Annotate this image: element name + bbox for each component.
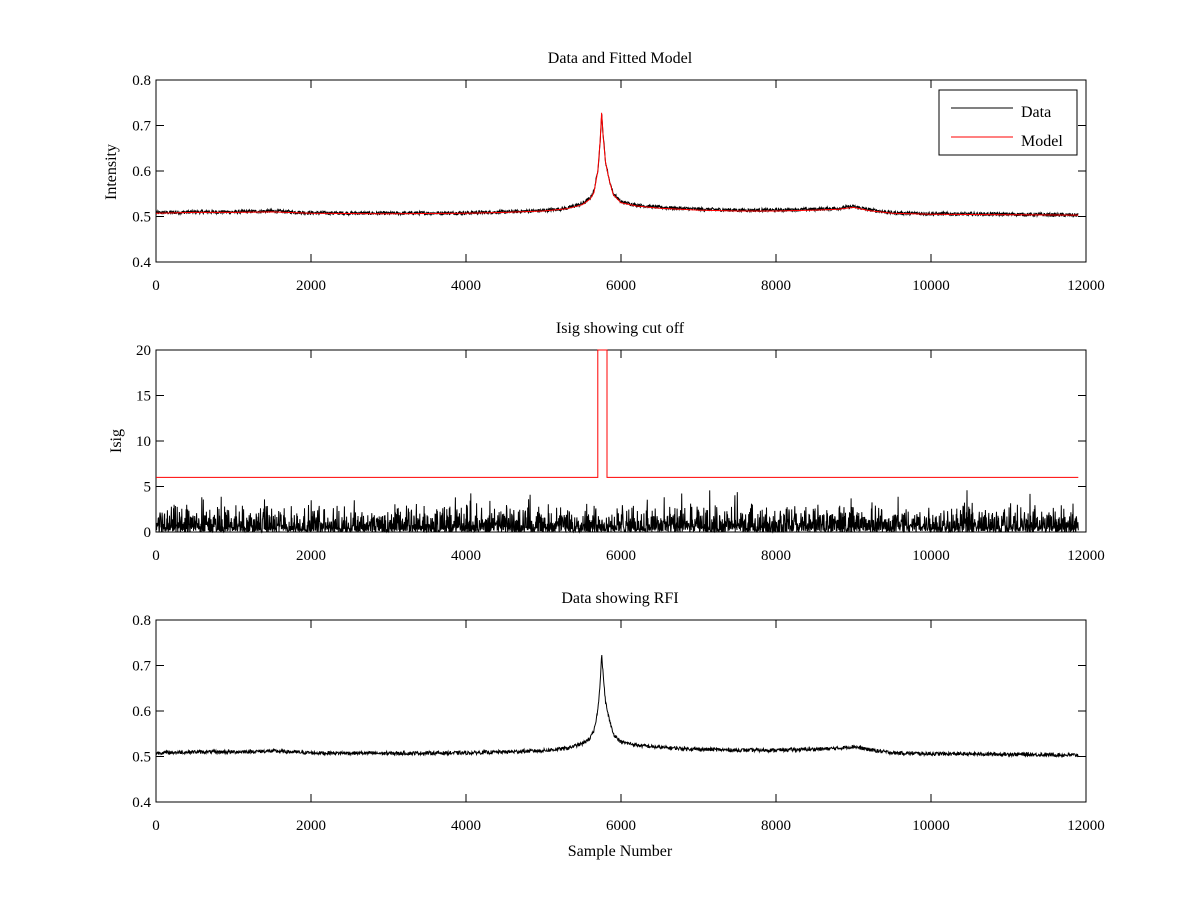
y-tick-label: 0.6 [132,704,151,720]
panel-2-ticks: 0 2000 4000 6000 8000 10000 12000 0 5 10 15 20 [136,343,1105,564]
y-tick-label: 0.4 [132,795,151,811]
x-tick-label: 0 [152,548,160,564]
y-tick-label: 0.7 [132,119,151,135]
legend-label-model: Model [1021,133,1063,150]
y-tick-label: 15 [136,389,151,405]
y-tick-label: 0.8 [132,73,151,89]
x-tick-label: 12000 [1067,818,1105,834]
x-tick-label: 10000 [912,818,950,834]
x-tick-label: 6000 [606,818,636,834]
series-line-data [155,654,1079,759]
panel-1-series [155,112,1079,218]
series-line-data [155,114,1079,218]
series-line-cutoff [156,349,1079,478]
panel-1: Data and Fitted Model Intensity 0 2000 400… [103,50,1105,294]
y-tick-label: 0.8 [132,613,151,629]
x-tick-label: 8000 [761,278,791,294]
panel-1-title: Data and Fitted Model [548,50,693,67]
y-tick-label: 0.7 [132,659,151,675]
x-tick-label: 4000 [451,548,481,564]
panel-3-series [155,654,1079,759]
y-tick-label: 20 [136,343,151,359]
y-tick-label: 0.5 [132,210,151,226]
y-tick-label: 10 [136,434,151,450]
x-tick-label: 0 [152,818,160,834]
x-tick-label: 2000 [296,818,326,834]
x-tick-label: 4000 [451,278,481,294]
x-tick-label: 6000 [606,278,636,294]
x-tick-label: 8000 [761,548,791,564]
x-tick-label: 6000 [606,548,636,564]
series-line-isig [155,490,1079,534]
panel-2-ylabel: Isig [108,429,125,453]
x-tick-label: 2000 [296,278,326,294]
y-tick-label: 0 [144,525,152,541]
panel-3-title: Data showing RFI [561,590,678,607]
x-tick-label: 4000 [451,818,481,834]
panel-2-series [155,349,1079,534]
panel-2: Isig showing cut off Isig 0 2000 4000 6000 8… [108,320,1105,564]
y-tick-label: 0.4 [132,255,151,271]
y-tick-label: 0.6 [132,164,151,180]
x-tick-label: 12000 [1067,548,1105,564]
panel-1-ticks: 0 2000 4000 6000 8000 10000 12000 0.4 0.5 0.6 0.7 0… [132,73,1105,294]
panel-2-title: Isig showing cut off [556,320,685,337]
x-tick-label: 10000 [912,548,950,564]
x-tick-label: 0 [152,278,160,294]
legend-box [938,89,1078,156]
panel-1-ylabel: Intensity [103,144,120,200]
x-tick-label: 12000 [1067,278,1105,294]
panel-1-legend: Data Model [938,89,1078,156]
panel-3: Data showing RFI 0 2000 4000 6000 8000 10000 1… [132,590,1105,860]
x-tick-label: 10000 [912,278,950,294]
y-tick-label: 5 [144,480,152,496]
series-line-model [155,112,1079,216]
legend-label-data: Data [1021,104,1051,121]
x-tick-label: 2000 [296,548,326,564]
panel-3-xlabel: Sample Number [568,843,673,860]
x-tick-label: 8000 [761,818,791,834]
y-tick-label: 0.5 [132,750,151,766]
panel-3-ticks: 0 2000 4000 6000 8000 10000 12000 0.4 0.5 0.6 0.7 0… [132,613,1105,834]
